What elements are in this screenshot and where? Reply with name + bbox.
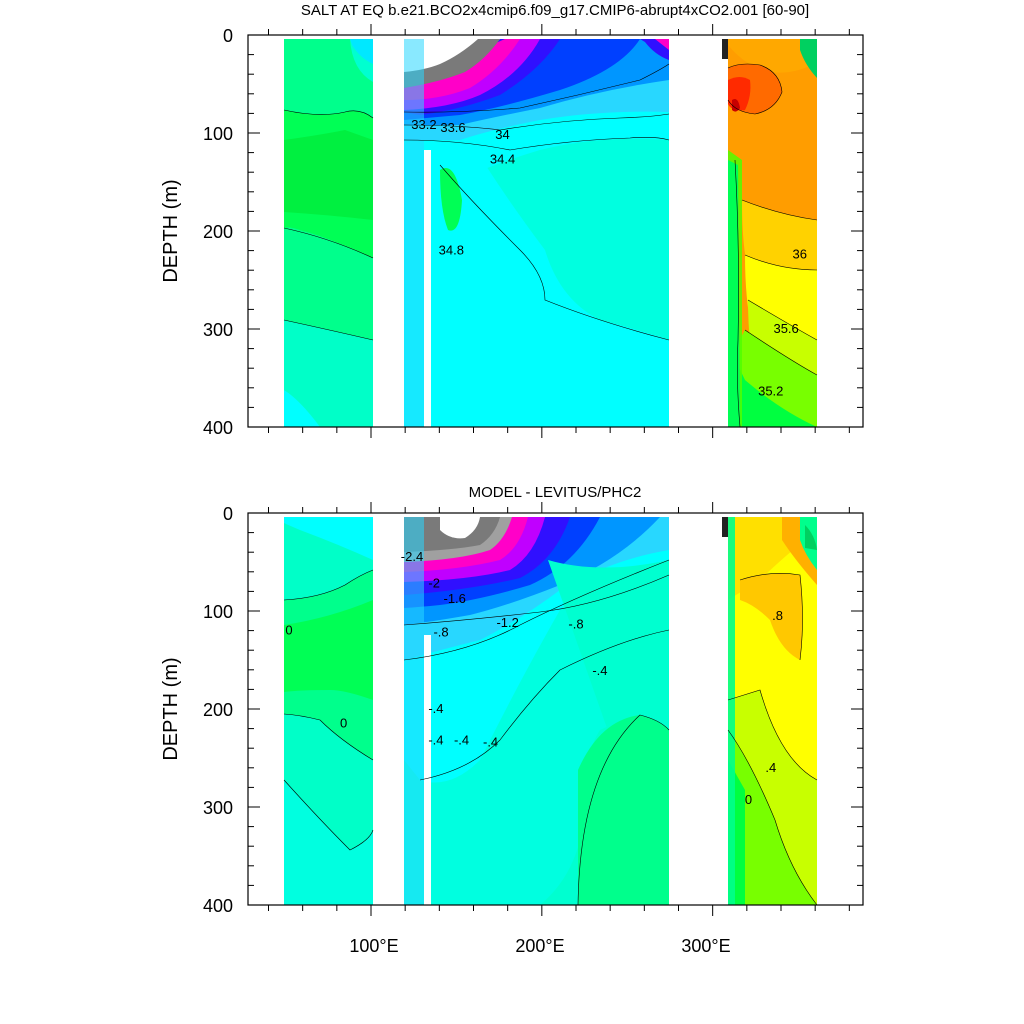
y-tick-label: 200 bbox=[203, 700, 233, 720]
contour-label: -1.2 bbox=[496, 615, 518, 630]
y-tick-label: 400 bbox=[203, 418, 233, 438]
panel-difference: MODEL - LEVITUS/PHC2 bbox=[160, 484, 864, 956]
contour-labels: 33.2 33.6 34 34.4 34.8 36 35.6 35.2 bbox=[411, 117, 807, 399]
y-tick-label: 200 bbox=[203, 222, 233, 242]
contour-label: -.4 bbox=[483, 734, 498, 749]
contour-label: .4 bbox=[765, 760, 776, 775]
y-tick-label: 300 bbox=[203, 798, 233, 818]
contour-label: 0 bbox=[745, 792, 752, 807]
contour-label: 35.2 bbox=[758, 384, 783, 399]
panel-salinity: SALT AT EQ b.e21.BCO2x4cmip6.f09_g17.CMI… bbox=[160, 2, 864, 438]
contour-label: 35.6 bbox=[773, 321, 798, 336]
y-axis-label: DEPTH (m) bbox=[160, 179, 182, 282]
y-axis: 0 100 200 300 400 bbox=[203, 26, 233, 438]
contour-label: -2.4 bbox=[401, 549, 423, 564]
y-tick-label: 100 bbox=[203, 602, 233, 622]
y-axis: 0 100 200 300 400 bbox=[203, 504, 233, 916]
x-axis: 100°E 200°E 300°E bbox=[349, 936, 730, 956]
y-tick-label: 0 bbox=[223, 504, 233, 524]
contour-label: -.8 bbox=[433, 625, 448, 640]
contour-field bbox=[283, 39, 818, 428]
x-tick-label: 200°E bbox=[515, 936, 564, 956]
y-tick-label: 100 bbox=[203, 124, 233, 144]
contour-label: 34.4 bbox=[490, 151, 515, 166]
x-tick-label: 300°E bbox=[681, 936, 730, 956]
contour-label: 36 bbox=[793, 247, 807, 262]
contour-label: -.8 bbox=[568, 617, 583, 632]
panel-title: SALT AT EQ b.e21.BCO2x4cmip6.f09_g17.CMI… bbox=[301, 2, 809, 19]
contour-label: 34.8 bbox=[439, 243, 464, 258]
y-axis-label: DEPTH (m) bbox=[160, 657, 182, 760]
contour-label: 33.2 bbox=[411, 117, 436, 132]
contour-label: 33.6 bbox=[440, 120, 465, 135]
contour-label: -.4 bbox=[592, 663, 607, 678]
contour-label: -.4 bbox=[454, 732, 469, 747]
contour-labels: 0 0 -2.4 -2 -1.6 -1.2 -.8 -.8 -.4 -.4 -.4 -.4 -.4 .8.… bbox=[285, 549, 783, 807]
contour-label: -.4 bbox=[428, 732, 443, 747]
contour-label: 0 bbox=[340, 716, 347, 731]
contour-label: -.4 bbox=[428, 701, 443, 716]
x-tick-label: 100°E bbox=[349, 936, 398, 956]
contour-label: 34 bbox=[495, 127, 509, 142]
panel-title: MODEL - LEVITUS/PHC2 bbox=[469, 484, 642, 501]
y-tick-label: 400 bbox=[203, 896, 233, 916]
y-tick-label: 300 bbox=[203, 320, 233, 340]
contour-label: -1.6 bbox=[444, 591, 466, 606]
tick-marks bbox=[248, 24, 863, 916]
contour-label: 0 bbox=[285, 623, 292, 638]
contour-label: -2 bbox=[428, 576, 440, 591]
contour-field bbox=[283, 517, 818, 906]
y-tick-label: 0 bbox=[223, 26, 233, 46]
contour-label: .8 bbox=[772, 608, 783, 623]
